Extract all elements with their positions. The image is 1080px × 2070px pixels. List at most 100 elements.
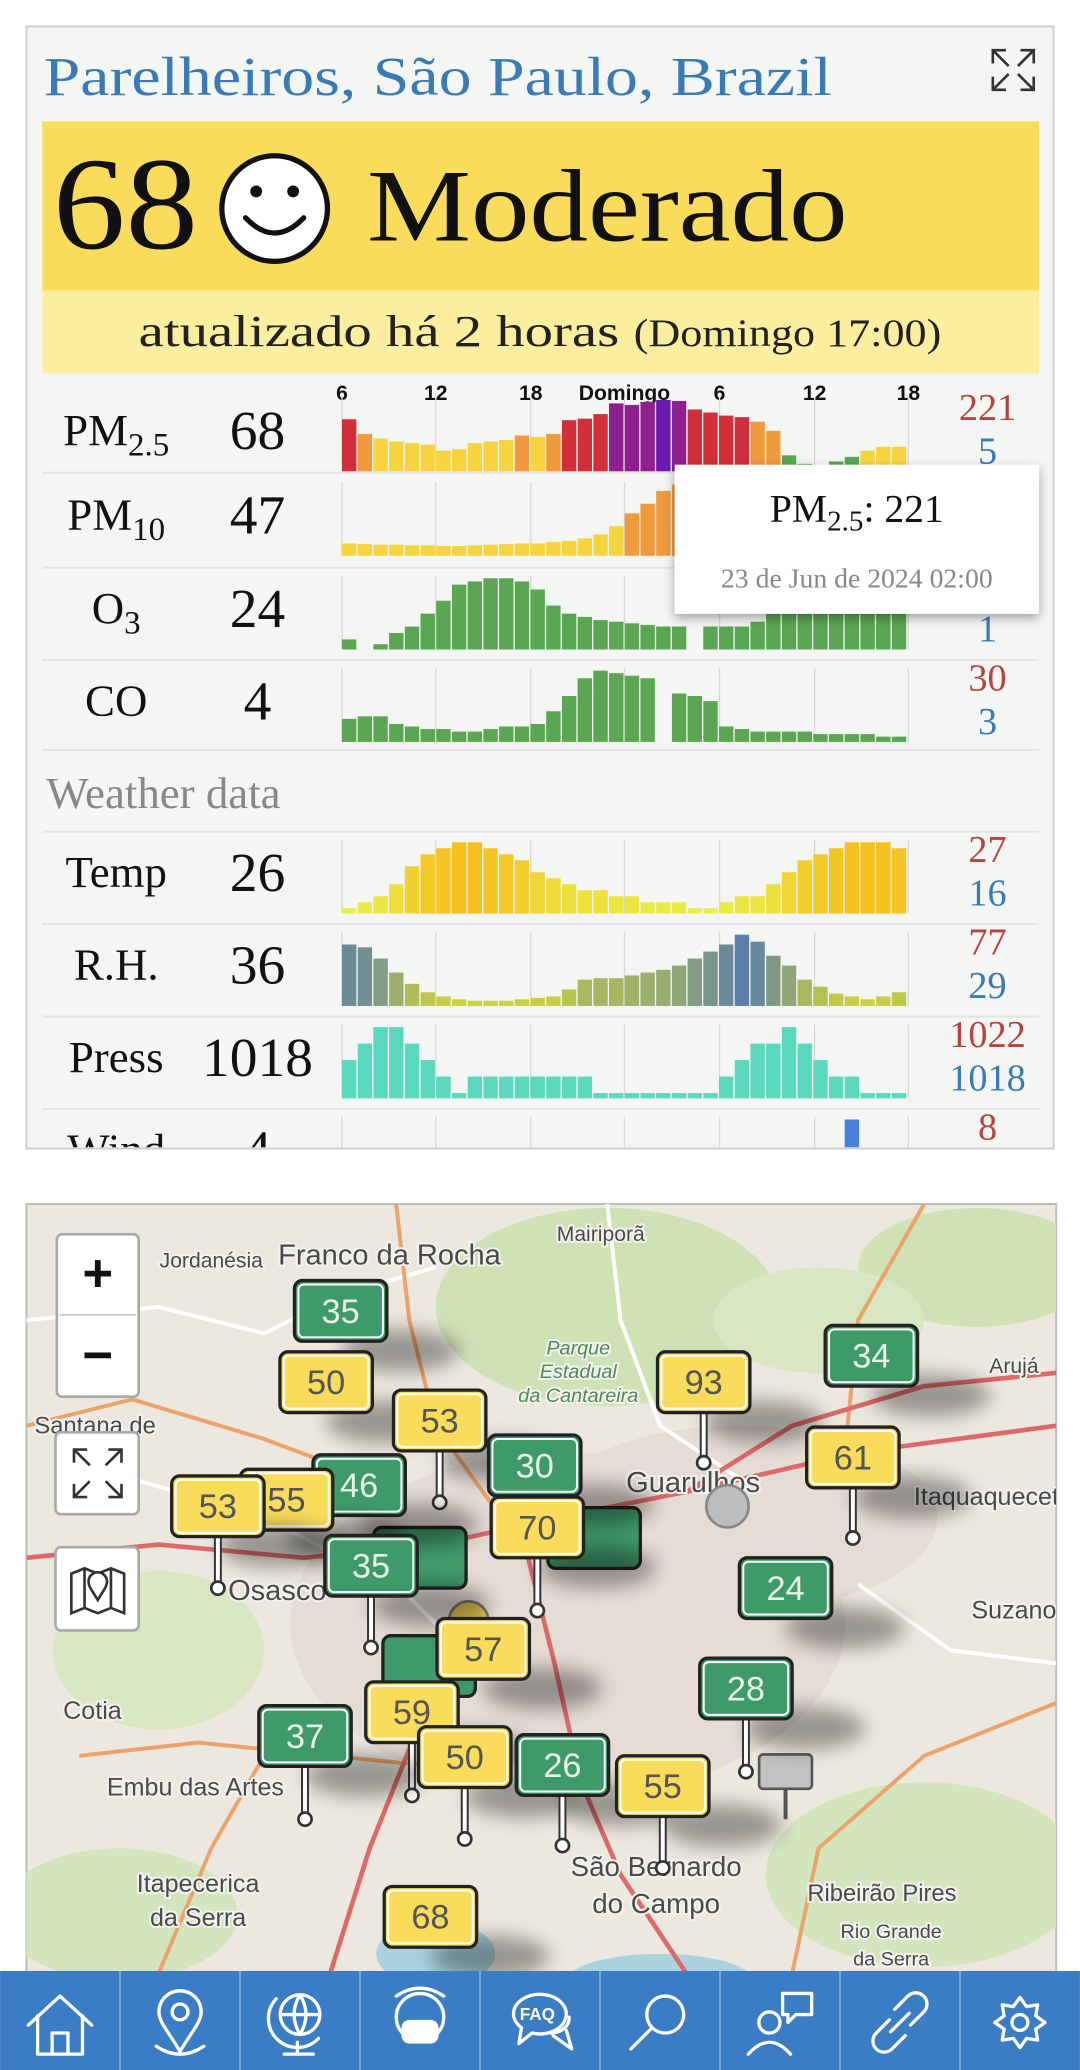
marker-box[interactable] bbox=[278, 1350, 374, 1415]
sparkline-bar bbox=[593, 978, 608, 1006]
station-marker[interactable]: 61 bbox=[805, 1425, 972, 1546]
fullscreen-icon[interactable] bbox=[72, 1448, 123, 1499]
marker-value[interactable]: 46 bbox=[340, 1467, 378, 1505]
sparkline-bar bbox=[781, 872, 797, 914]
weather-title: Weather data bbox=[46, 768, 280, 818]
station-marker[interactable]: 53 bbox=[170, 1474, 337, 1597]
nav-world[interactable] bbox=[266, 1993, 322, 2056]
sparkline-bar bbox=[467, 731, 483, 742]
station-marker[interactable]: 70 bbox=[489, 1495, 657, 1619]
nav-settings[interactable] bbox=[993, 1995, 1047, 2050]
sparkline-bar bbox=[405, 1185, 419, 1190]
marker-box[interactable] bbox=[614, 1754, 711, 1819]
zoom-in[interactable]: + bbox=[82, 1244, 113, 1303]
marker-value[interactable]: 61 bbox=[834, 1439, 872, 1477]
station-marker-empty bbox=[757, 1753, 814, 1791]
station-marker[interactable]: 37 bbox=[257, 1703, 424, 1828]
sparkline-bar bbox=[844, 996, 860, 1006]
sparkline-bar bbox=[656, 902, 671, 914]
marker-value[interactable]: 55 bbox=[644, 1768, 682, 1806]
row-min: 29 bbox=[968, 965, 1006, 1007]
sparkline-bar bbox=[719, 944, 734, 1006]
marker-value[interactable]: 35 bbox=[352, 1548, 390, 1586]
fullscreen-button[interactable] bbox=[54, 1431, 140, 1516]
nav-location[interactable] bbox=[154, 1989, 206, 2056]
station-marker[interactable]: 57 bbox=[435, 1616, 603, 1710]
station-marker[interactable]: 93 bbox=[655, 1350, 823, 1471]
expand-icon[interactable] bbox=[991, 48, 1036, 92]
marker-box[interactable] bbox=[170, 1474, 266, 1539]
station-marker[interactable]: 28 bbox=[698, 1656, 865, 1780]
sparkline-bar bbox=[782, 1174, 796, 1190]
sparkline-bar bbox=[671, 965, 687, 1006]
expand-button[interactable] bbox=[991, 48, 1036, 92]
marker-value[interactable]: 57 bbox=[464, 1631, 502, 1669]
row-label: PM10 bbox=[67, 489, 165, 548]
marker-value[interactable]: 24 bbox=[766, 1570, 804, 1608]
nav-feedback[interactable] bbox=[746, 1991, 814, 2056]
marker-box[interactable] bbox=[435, 1616, 532, 1681]
sparkline-bar bbox=[593, 534, 608, 556]
marker-value[interactable]: 50 bbox=[446, 1739, 484, 1777]
sparkline-bar bbox=[734, 417, 750, 472]
marker-box[interactable] bbox=[292, 1278, 389, 1343]
marker-value[interactable]: 50 bbox=[307, 1364, 345, 1402]
nav-home[interactable] bbox=[26, 1994, 94, 2056]
sparkline-bar bbox=[860, 999, 875, 1006]
marker-pin-tip bbox=[529, 1602, 546, 1619]
sparkline-bar bbox=[451, 1093, 467, 1099]
map-road bbox=[685, 1370, 1057, 1494]
nav-search[interactable] bbox=[629, 1994, 686, 2051]
map-area bbox=[26, 1848, 238, 1974]
marker-box[interactable] bbox=[323, 1533, 419, 1598]
zoom-out[interactable]: − bbox=[82, 1326, 113, 1385]
station-marker[interactable]: 68 bbox=[382, 1884, 550, 1977]
marker-value[interactable]: 37 bbox=[286, 1718, 324, 1756]
marker-box[interactable] bbox=[489, 1495, 586, 1560]
marker-value[interactable]: 35 bbox=[322, 1293, 360, 1331]
marker-box[interactable] bbox=[391, 1388, 488, 1453]
marker-inner bbox=[702, 1661, 790, 1716]
sparkline-bar bbox=[703, 951, 718, 1006]
marker-value[interactable]: 26 bbox=[543, 1747, 581, 1785]
sparkline-bar bbox=[766, 1043, 781, 1099]
map-area bbox=[570, 1953, 750, 1974]
station-marker[interactable]: 34 bbox=[823, 1323, 991, 1417]
marker-value[interactable]: 53 bbox=[421, 1402, 459, 1440]
sparkline-bar bbox=[467, 1076, 483, 1099]
sparkline-bar bbox=[483, 729, 498, 742]
row-current: 47 bbox=[230, 484, 285, 545]
marker-box[interactable] bbox=[737, 1556, 834, 1621]
marker-value[interactable]: 70 bbox=[518, 1509, 556, 1547]
layers-icon[interactable] bbox=[70, 1566, 126, 1616]
sparkline-bar bbox=[640, 624, 655, 650]
marker-box[interactable] bbox=[416, 1725, 513, 1790]
nav-link[interactable] bbox=[871, 1991, 929, 2054]
row-current: 4 bbox=[244, 670, 272, 731]
home-icon bbox=[26, 1994, 94, 2056]
marker-box[interactable] bbox=[698, 1656, 794, 1721]
marker-box[interactable] bbox=[514, 1733, 611, 1798]
marker-value[interactable]: 28 bbox=[727, 1670, 765, 1708]
sparkline-bar bbox=[546, 605, 561, 650]
station-marker[interactable]: 35 bbox=[323, 1533, 490, 1656]
station-marker[interactable]: 55 bbox=[614, 1754, 782, 1876]
marker-box[interactable] bbox=[382, 1884, 479, 1949]
marker-value[interactable]: 53 bbox=[199, 1488, 237, 1526]
nav-faq[interactable]: FAQ bbox=[511, 1992, 574, 2051]
layers-pin[interactable] bbox=[87, 1570, 109, 1603]
marker-value[interactable]: 55 bbox=[267, 1482, 305, 1520]
marker-box[interactable] bbox=[655, 1350, 752, 1415]
station-marker[interactable]: 24 bbox=[737, 1556, 905, 1649]
sparkline-bar bbox=[436, 1152, 450, 1190]
marker-value[interactable]: 34 bbox=[852, 1338, 890, 1376]
marker-value[interactable]: 30 bbox=[516, 1447, 554, 1485]
marker-box[interactable] bbox=[257, 1703, 353, 1769]
station-marker[interactable]: 30 bbox=[486, 1433, 654, 1527]
marker-value[interactable]: 93 bbox=[685, 1364, 723, 1402]
marker-box[interactable] bbox=[823, 1323, 920, 1388]
marker-value[interactable]: 68 bbox=[411, 1899, 449, 1937]
marker-box[interactable] bbox=[805, 1425, 901, 1490]
nav-health[interactable] bbox=[394, 1986, 446, 2044]
sparkline-bar bbox=[499, 578, 514, 650]
